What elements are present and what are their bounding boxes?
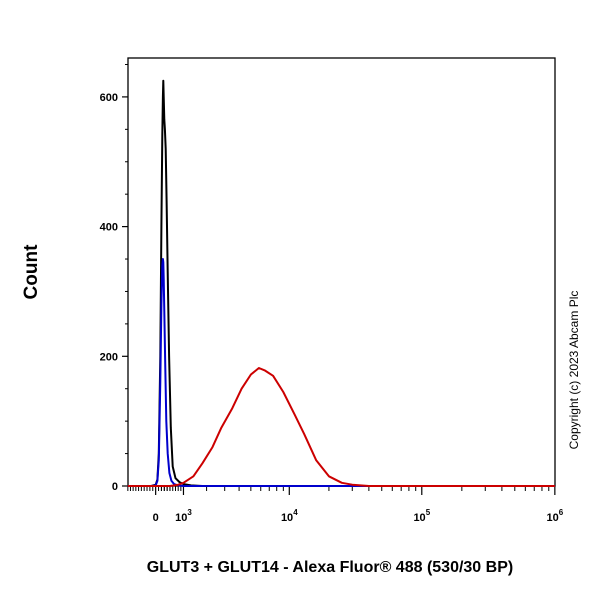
series-line-0: [127, 79, 555, 487]
copyright-text: Copyright (c) 2023 Abcam Plc: [567, 291, 581, 450]
x-tick-label: 104: [281, 508, 298, 524]
series-line-2: [127, 367, 555, 487]
x-tick-label: 103: [175, 508, 192, 524]
x-tick-label: 106: [546, 508, 563, 524]
plot-frame: [127, 57, 556, 487]
y-axis-title: Count: [21, 244, 42, 300]
y-tick-label: 600: [100, 92, 118, 104]
x-tick-label: 105: [413, 508, 430, 524]
series-line-1: [127, 258, 555, 487]
y-tick-label: 400: [100, 222, 118, 234]
x-tick-label: 0: [153, 512, 159, 524]
x-axis-title: GLUT3 + GLUT14 - Alexa Fluor® 488 (530/3…: [147, 559, 513, 576]
y-tick-label: 200: [100, 351, 118, 363]
y-tick-label: 0: [112, 481, 118, 493]
